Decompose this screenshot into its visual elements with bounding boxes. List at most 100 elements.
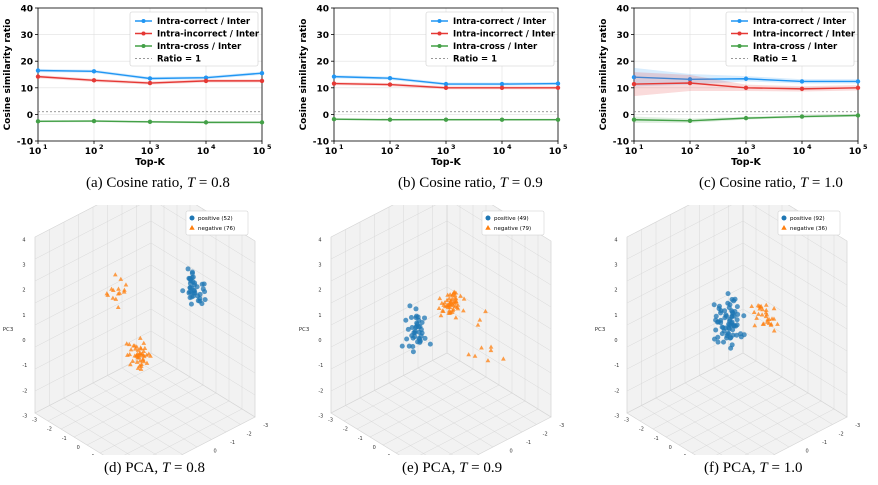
- gridline: [641, 405, 723, 455]
- negative-point: [763, 302, 769, 307]
- positive-point: [741, 313, 747, 319]
- legend-box: [129, 11, 259, 67]
- legend-label: Intra-correct / Inter: [157, 17, 251, 27]
- gridline: [34, 205, 140, 260]
- data-point-intra-cross-inter: [331, 116, 337, 122]
- tick-label-pc3: 3: [318, 263, 321, 269]
- tick-label-pc1: -3: [328, 418, 333, 424]
- negative-point: [137, 358, 143, 363]
- pca-plot-f: -3-3-3-2-2-2-1-1-1000111222333444PC1PC2P…: [595, 205, 860, 455]
- x-tick-exponent: 4: [807, 143, 812, 151]
- negative-point: [766, 320, 772, 325]
- positive-point: [192, 290, 198, 296]
- legend-label: positive (92): [790, 216, 825, 222]
- y-tick-label: 10: [316, 84, 329, 94]
- positive-point: [418, 333, 424, 339]
- negative-point: [449, 293, 455, 298]
- gridline: [34, 220, 152, 282]
- legend-marker-positive: [189, 215, 195, 221]
- x-tick-exponent: 3: [751, 143, 756, 151]
- caption-label: (b) Cosine ratio,: [398, 175, 500, 191]
- negative-point: [763, 307, 769, 312]
- data-point-intra-cross-inter: [499, 117, 505, 122]
- gridline: [772, 416, 848, 455]
- tick-label-pc2: 0: [510, 449, 513, 455]
- tick-label-pc1: 0: [669, 445, 672, 451]
- gridline: [388, 382, 494, 448]
- y-tick-label: 20: [20, 58, 33, 68]
- negative-point: [144, 360, 150, 365]
- positive-point: [713, 313, 719, 319]
- positive-point: [721, 339, 727, 345]
- caption-symbol: T: [459, 460, 468, 476]
- gridline: [180, 416, 256, 455]
- y-tick-label: -10: [17, 138, 33, 148]
- negative-point: [144, 352, 149, 357]
- x-tick-exponent: 2: [695, 143, 700, 151]
- data-point-intra-cross-inter: [743, 115, 749, 121]
- tick-label-pc3: -2: [614, 388, 619, 394]
- legend-label: Ratio = 1: [753, 55, 797, 65]
- positive-point: [730, 327, 736, 333]
- gridline: [742, 220, 848, 286]
- negative-point: [116, 286, 121, 291]
- negative-point: [483, 308, 488, 314]
- positive-point: [422, 315, 428, 321]
- legend-label: Intra-incorrect / Inter: [157, 30, 260, 40]
- data-point-intra-cross-inter: [443, 117, 449, 122]
- data-point-intra-correct-inter: [387, 76, 393, 81]
- positive-point: [734, 322, 740, 328]
- negative-point: [138, 345, 143, 350]
- positive-point: [728, 335, 734, 341]
- tick-label-pc1: 0: [77, 445, 80, 451]
- negative-point: [128, 347, 134, 352]
- negative-point: [479, 345, 484, 350]
- negative-point: [448, 299, 454, 304]
- gridline: [345, 405, 427, 455]
- x-tick-exponent: 4: [211, 143, 216, 151]
- positive-point: [713, 317, 719, 323]
- negative-point: [131, 343, 136, 348]
- x-tick-label: 10: [197, 147, 210, 157]
- gridline: [124, 400, 230, 455]
- positive-point: [189, 270, 195, 276]
- negative-point: [148, 353, 153, 358]
- data-point-intra-correct-inter: [799, 79, 805, 84]
- tick-label-pc1: -1: [654, 436, 659, 442]
- negative-point: [118, 276, 124, 281]
- positive-point: [410, 344, 416, 350]
- tick-label-pc3: 3: [22, 263, 25, 269]
- tick-label-pc2: -1: [822, 440, 827, 446]
- legend-marker-positive: [485, 215, 491, 221]
- legend-label: negative (36): [790, 226, 827, 232]
- tick-label-pc3: -3: [22, 413, 27, 419]
- data-point-intra-incorrect-inter: [259, 78, 265, 84]
- tick-label-pc3: 4: [22, 237, 25, 243]
- legend-label: Intra-cross / Inter: [753, 42, 838, 52]
- legend-label: negative (79): [494, 226, 531, 232]
- positive-point: [729, 314, 735, 320]
- positive-point: [412, 328, 418, 334]
- data-point-intra-correct-inter: [687, 77, 693, 82]
- tick-label-pc3: 0: [22, 338, 25, 344]
- tick-label-pc1: 0: [373, 445, 376, 451]
- data-point-intra-correct-inter: [631, 74, 637, 80]
- legend-marker: [737, 31, 742, 36]
- gridline: [626, 220, 744, 282]
- negative-point: [438, 313, 444, 318]
- gridline: [446, 242, 552, 308]
- legend-label: Intra-incorrect / Inter: [753, 30, 856, 40]
- negative-point: [138, 366, 144, 371]
- negative-point: [115, 304, 121, 309]
- legend-box: [425, 11, 555, 67]
- negative-point: [115, 291, 121, 296]
- data-point-intra-correct-inter: [35, 68, 41, 73]
- negative-point: [451, 289, 457, 294]
- negative-point: [436, 305, 442, 311]
- negative-point: [755, 303, 761, 308]
- gridline: [150, 220, 256, 286]
- positive-point: [417, 339, 423, 345]
- positive-point: [180, 288, 186, 294]
- negative-point: [135, 347, 141, 352]
